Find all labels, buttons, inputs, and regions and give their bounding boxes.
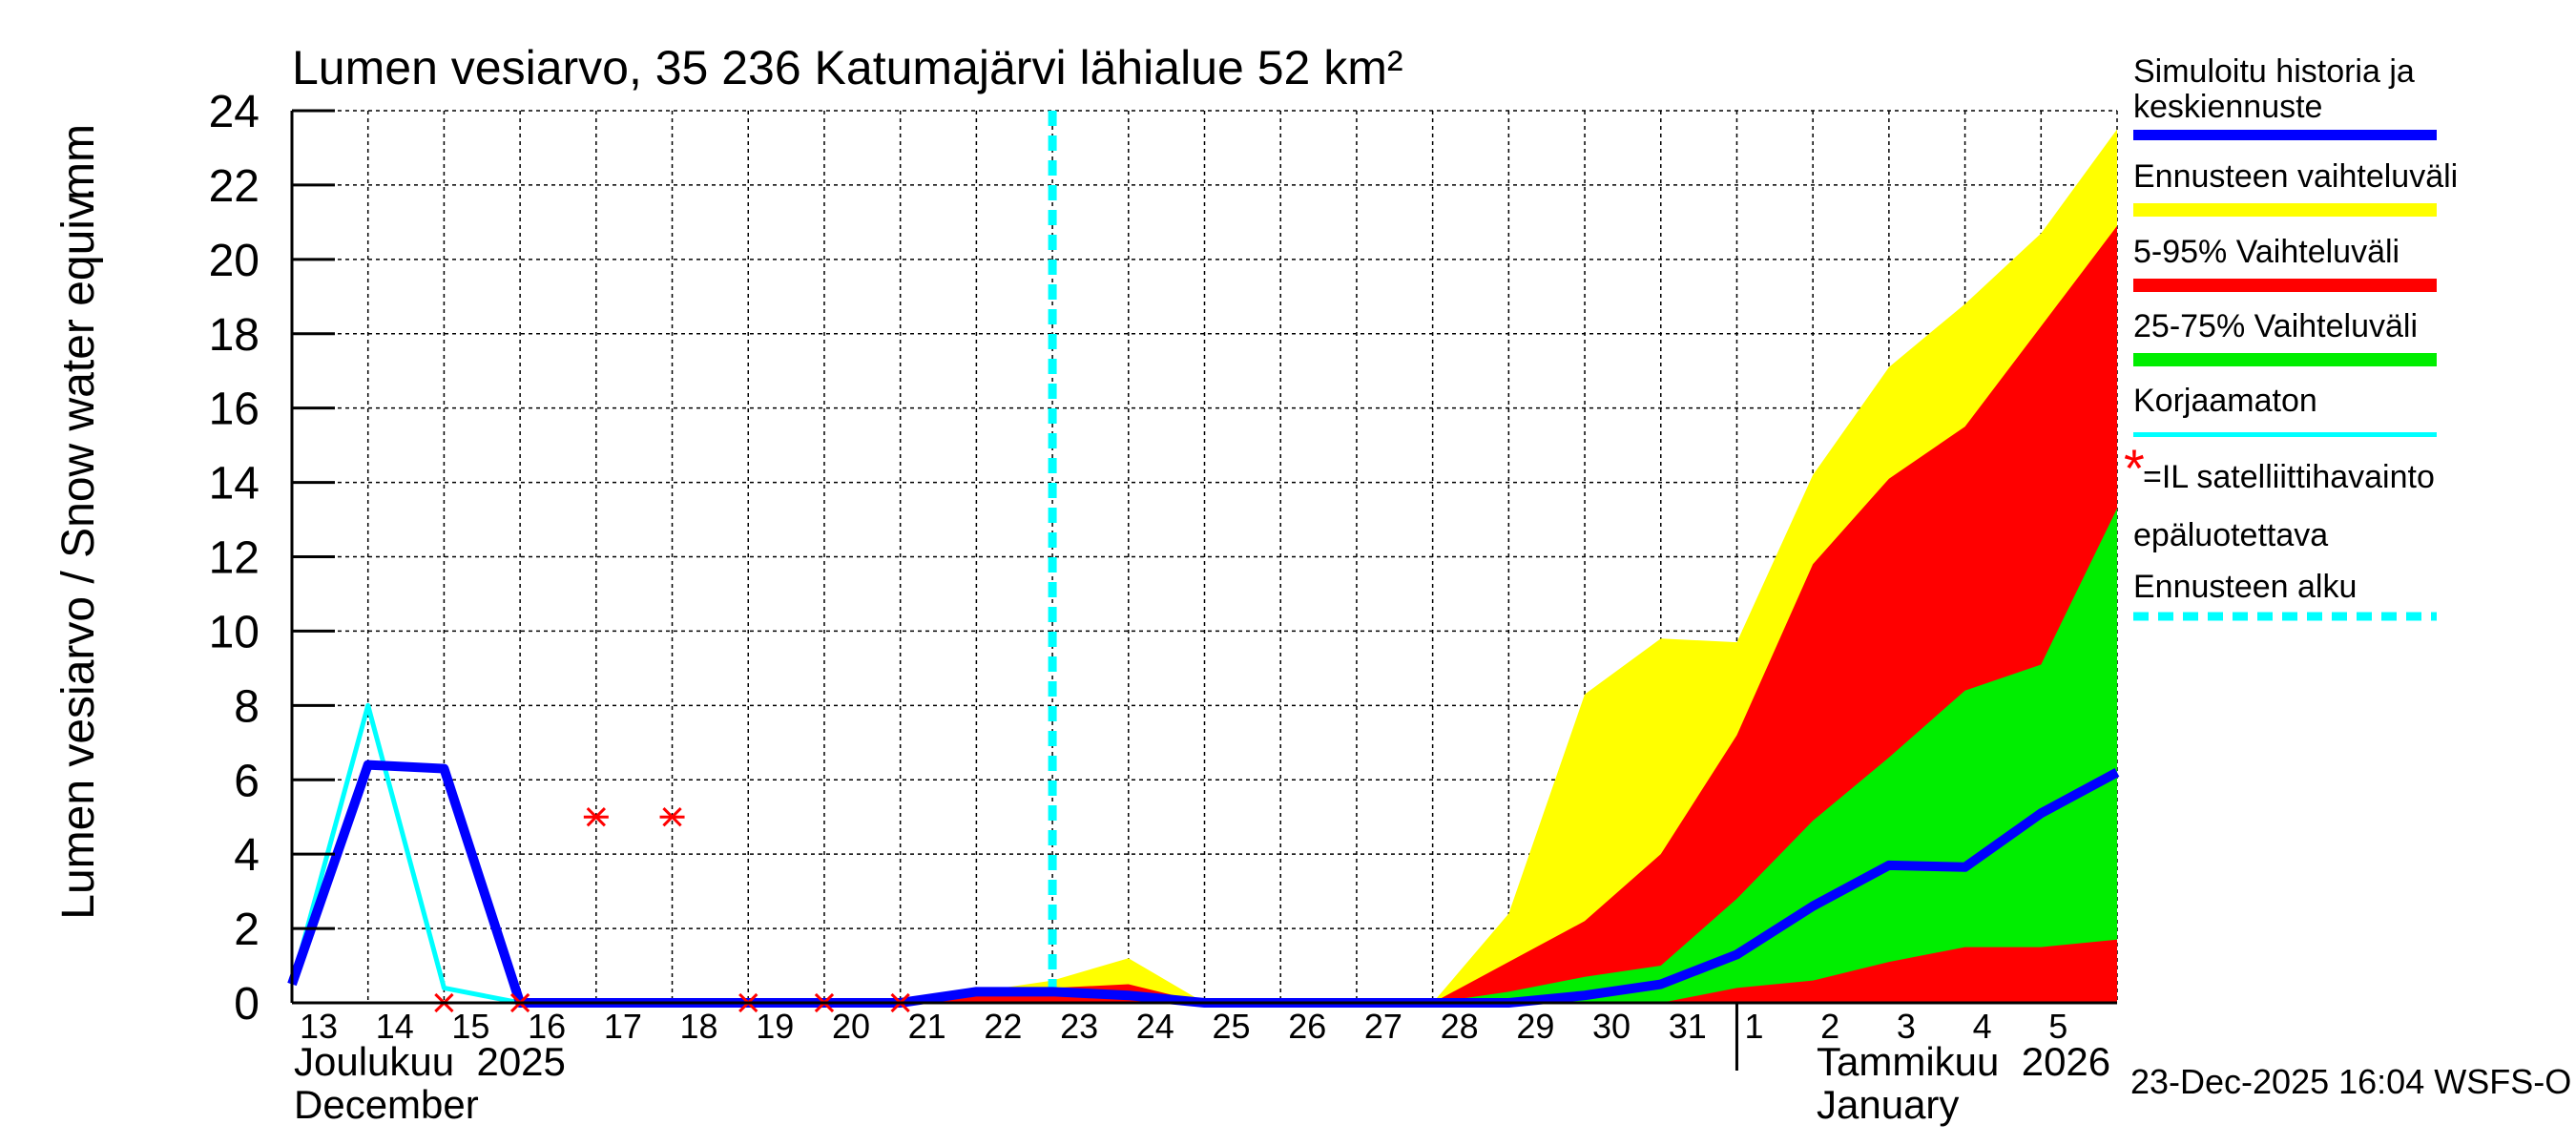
legend-p5-95-label: 5-95% Vaihteluväli — [2133, 234, 2399, 270]
legend-p25-75-label: 25-75% Vaihteluväli — [2133, 308, 2418, 344]
y-tick-label: 10 — [209, 607, 260, 657]
x-tick-label: 5 — [2048, 1007, 2067, 1046]
y-tick-label: 14 — [209, 459, 260, 510]
legend-range-swatch — [2133, 203, 2437, 217]
legend-sat-label-2: epäluotettava — [2133, 517, 2328, 553]
star-stroke — [662, 807, 682, 827]
x-tick-label: 14 — [376, 1007, 414, 1046]
legend-uncorrected-label: Korjaamaton — [2133, 383, 2317, 419]
y-axis-unit: mm — [53, 124, 104, 200]
x-tick-label: 23 — [1060, 1007, 1098, 1046]
chart-title: Lumen vesiarvo, 35 236 Katumajärvi lähia… — [292, 41, 1403, 94]
y-tick-label: 22 — [209, 161, 260, 212]
y-axis-label: Lumen vesiarvo / Snow water equiv. — [53, 187, 104, 919]
x-tick-label: 4 — [1973, 1007, 1992, 1046]
month-label-jan-en: January — [1817, 1082, 1959, 1127]
x-tick-label: 30 — [1592, 1007, 1631, 1046]
x-tick-label: 18 — [680, 1007, 718, 1046]
legend-sim-swatch — [2133, 130, 2437, 140]
legend-sat-label-1: =IL satelliittihavainto — [2143, 459, 2435, 495]
timestamp: 23-Dec-2025 16:04 WSFS-O — [2130, 1062, 2571, 1101]
legend-star-icon: * — [2124, 438, 2145, 498]
band-5-95-vaihteluv-li — [900, 225, 2117, 1004]
legend-forecast-start-label: Ennusteen alku — [2133, 569, 2357, 605]
x-tick-label: 28 — [1441, 1007, 1479, 1046]
satellite-observation-star — [583, 807, 609, 827]
y-tick-label: 20 — [209, 236, 260, 286]
y-tick-label: 8 — [234, 681, 260, 732]
x-tick-label: 17 — [604, 1007, 642, 1046]
legend-p5-95-swatch — [2133, 279, 2437, 292]
y-tick-label: 24 — [209, 87, 260, 137]
y-tick-label: 2 — [234, 905, 260, 955]
y-tick-label: 0 — [234, 979, 260, 1030]
x-tick-label: 24 — [1136, 1007, 1174, 1046]
x-tick-label: 27 — [1364, 1007, 1402, 1046]
x-tick-label: 29 — [1516, 1007, 1554, 1046]
bands — [900, 129, 2117, 1004]
legend-uncorrected-swatch — [2133, 432, 2437, 437]
y-tick-label: 16 — [209, 385, 260, 435]
x-tick-label: 2 — [1820, 1007, 1839, 1046]
x-tick-label: 13 — [300, 1007, 338, 1046]
month-label-dec-fi: Joulukuu 2025 — [294, 1039, 566, 1084]
x-tick-label: 20 — [832, 1007, 870, 1046]
x-tick-label: 26 — [1288, 1007, 1326, 1046]
x-tick-label: 31 — [1669, 1007, 1707, 1046]
legend-p25-75-swatch — [2133, 353, 2437, 366]
y-tick-label: 12 — [209, 533, 260, 584]
x-tick-label: 21 — [908, 1007, 946, 1046]
satellite-observation-star — [659, 807, 685, 827]
x-tick-label: 19 — [756, 1007, 794, 1046]
x-tick-label: 15 — [451, 1007, 489, 1046]
month-label-jan-fi: Tammikuu 2026 — [1817, 1039, 2110, 1084]
month-label-dec-en: December — [294, 1082, 479, 1127]
legend: Simuloitu historia ja keskiennuste Ennus… — [2124, 53, 2458, 621]
y-tick-label: 18 — [209, 310, 260, 361]
x-tick-label: 1 — [1744, 1007, 1763, 1046]
x-tick-label: 3 — [1897, 1007, 1916, 1046]
legend-sim-label-1: Simuloitu historia ja — [2133, 53, 2415, 90]
y-tick-label: 4 — [234, 830, 260, 881]
x-tick-label: 25 — [1213, 1007, 1251, 1046]
y-tick-label: 6 — [234, 756, 260, 806]
star-stroke — [586, 807, 606, 827]
x-tick-label: 16 — [528, 1007, 566, 1046]
legend-sim-label-2: keskiennuste — [2133, 89, 2322, 125]
x-tick-label: 22 — [984, 1007, 1022, 1046]
legend-range-label: Ennusteen vaihteluväli — [2133, 158, 2458, 195]
band-25-75-vaihteluv-li — [1432, 508, 2117, 1003]
